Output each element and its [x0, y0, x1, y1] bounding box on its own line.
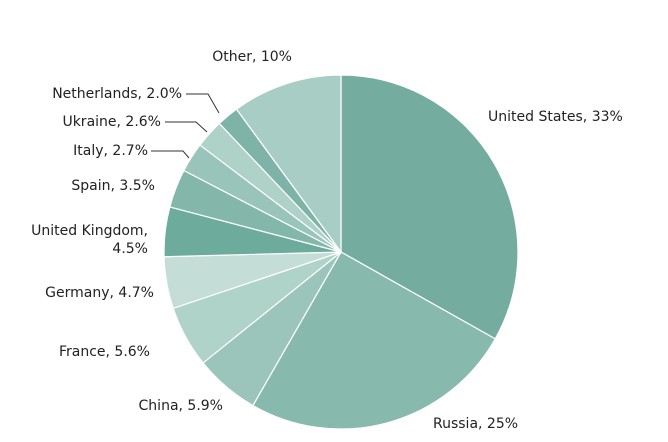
slice-label-spain: Spain, 3.5%	[71, 178, 155, 194]
slice-label-germany: Germany, 4.7%	[45, 285, 154, 301]
leader-line-ukraine	[165, 121, 208, 133]
slice-label-ukraine: Ukraine, 2.6%	[62, 114, 161, 130]
slice-label-united-kingdom: United Kingdom, 4.5%	[31, 223, 148, 257]
slice-label-netherlands: Netherlands, 2.0%	[52, 86, 182, 102]
leader-layer	[151, 93, 220, 159]
pie-slice-other	[235, 74, 342, 254]
slice-label-united-states: United States, 33%	[488, 109, 623, 125]
slice-label-line-united-kingdom-1: United Kingdom,	[31, 223, 148, 239]
slice-label-other: Other, 10%	[212, 49, 292, 65]
pie-slice-russia	[252, 251, 497, 430]
label-layer: United States, 33% Russia, 25% China, 5.9%…	[31, 49, 623, 432]
leader-line-italy	[151, 150, 190, 159]
pie-slice-united-states	[340, 74, 519, 340]
slice-label-italy: Italy, 2.7%	[73, 143, 148, 159]
slice-label-china: China, 5.9%	[139, 398, 223, 414]
slice-label-france: France, 5.6%	[59, 344, 150, 360]
slice-label-line-united-kingdom-2: 4.5%	[112, 241, 148, 257]
slice-label-russia: Russia, 25%	[433, 416, 518, 432]
slice-layer	[163, 74, 519, 430]
leader-line-netherlands	[186, 93, 220, 114]
